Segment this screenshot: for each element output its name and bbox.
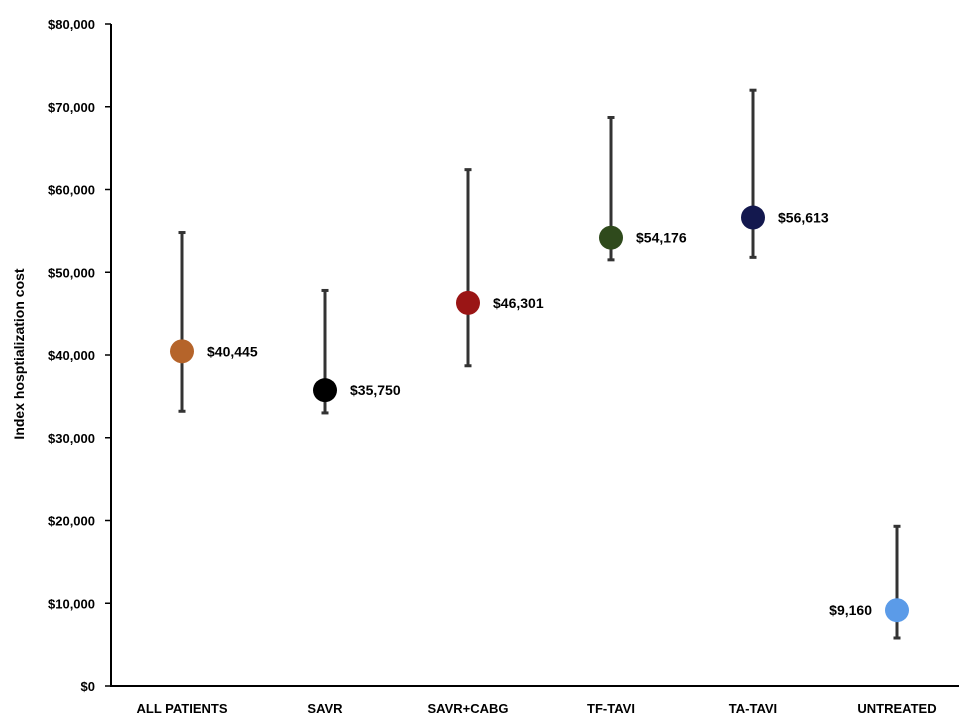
error-bars xyxy=(178,88,901,640)
y-tick-label: $60,000 xyxy=(48,183,95,198)
data-points xyxy=(170,205,909,623)
x-tick-label: SAVR xyxy=(307,701,343,715)
data-label: $46,301 xyxy=(493,295,544,311)
y-tick-label: $50,000 xyxy=(48,265,95,280)
data-point xyxy=(170,339,194,364)
x-axis-categories: ALL PATIENTS SAVR SAVR+CABG TF-TAVI TA-TAVI U… xyxy=(137,701,937,715)
y-tick-label: $80,000 xyxy=(48,17,95,32)
data-label: $35,750 xyxy=(350,382,401,398)
error-bar xyxy=(464,168,472,368)
y-tick-label: $20,000 xyxy=(48,514,95,529)
error-bar xyxy=(749,88,757,259)
x-tick-label: TA-TAVI xyxy=(729,701,777,715)
data-label: $9,160 xyxy=(829,602,872,618)
y-tick-label: $70,000 xyxy=(48,100,95,115)
data-point xyxy=(313,378,337,403)
y-tick-label: $40,000 xyxy=(48,348,95,363)
y-tick-label: $0 xyxy=(81,679,95,694)
data-point xyxy=(741,205,765,230)
data-point xyxy=(599,225,623,250)
y-axis-title: Index hosptialization cost xyxy=(11,268,27,439)
data-label: $40,445 xyxy=(207,343,258,359)
x-tick-label: ALL PATIENTS xyxy=(137,701,228,715)
y-tick-label: $30,000 xyxy=(48,431,95,446)
error-bar xyxy=(178,231,186,413)
x-tick-label: UNTREATED xyxy=(857,701,936,715)
y-tick-label: $10,000 xyxy=(48,596,95,611)
data-label: $54,176 xyxy=(636,230,687,246)
data-labels: $40,445 $35,750 $46,301 $54,176 $56,613 $9,16… xyxy=(207,210,872,619)
data-label: $56,613 xyxy=(778,210,829,226)
x-tick-label: TF-TAVI xyxy=(587,701,635,715)
data-point xyxy=(456,290,480,315)
x-tick-label: SAVR+CABG xyxy=(427,701,508,715)
data-point xyxy=(885,598,909,623)
y-axis-ticks: $0 $10,000 $20,000 $30,000 $40,000 $50,000 $60… xyxy=(48,17,111,694)
